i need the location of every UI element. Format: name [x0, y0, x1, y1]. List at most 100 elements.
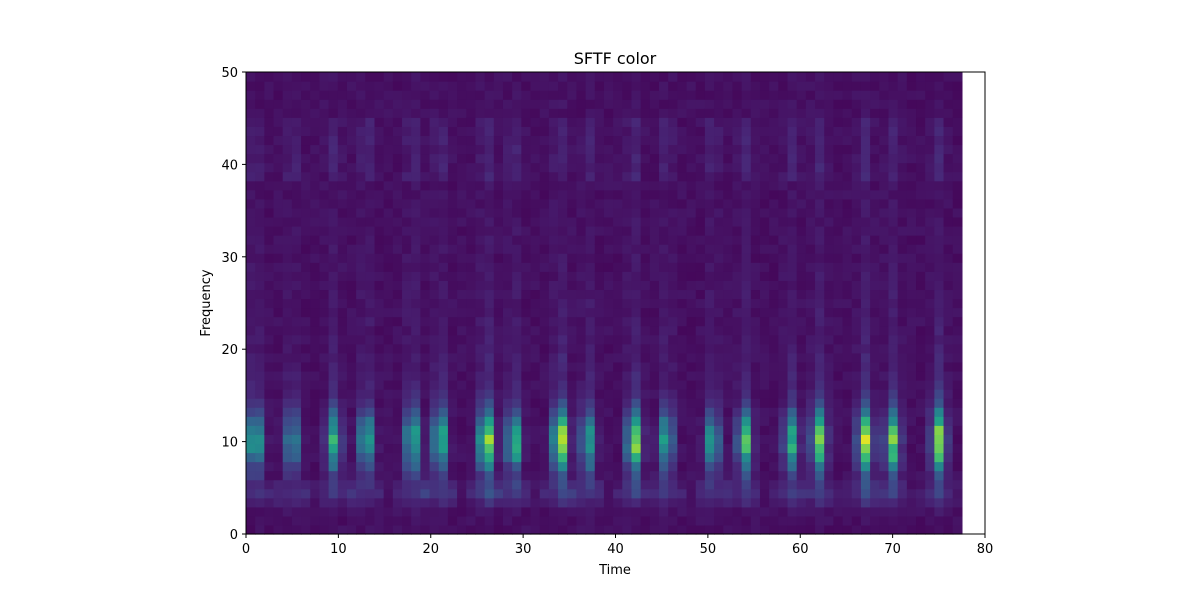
heatmap-cell — [778, 407, 789, 417]
heatmap-cell — [759, 81, 770, 91]
heatmap-cell — [475, 316, 486, 327]
heatmap-cell — [704, 452, 715, 463]
heatmap-cell — [943, 72, 954, 82]
heatmap-cell — [429, 325, 440, 336]
heatmap-cell — [659, 416, 669, 426]
heatmap-cell — [732, 262, 743, 272]
heatmap-cell — [631, 126, 642, 137]
heatmap-cell — [714, 380, 724, 390]
heatmap-cell — [714, 479, 724, 490]
heatmap-cell — [805, 262, 816, 272]
heatmap-cell — [558, 198, 568, 209]
heatmap-cell — [833, 488, 844, 499]
heatmap-cell — [723, 171, 734, 182]
heatmap-cell — [493, 352, 504, 363]
heatmap-cell — [402, 180, 412, 191]
heatmap-cell — [246, 72, 256, 82]
heatmap-cell — [457, 298, 467, 309]
heatmap-cell — [916, 99, 926, 109]
heatmap-cell — [778, 108, 789, 118]
heatmap-cell — [741, 90, 752, 100]
heatmap-cell — [402, 434, 412, 445]
heatmap-cell — [759, 153, 770, 164]
heatmap-cell — [732, 325, 743, 336]
heatmap-cell — [787, 343, 798, 354]
heatmap-cell — [392, 244, 403, 254]
heatmap-cell — [282, 126, 293, 137]
heatmap-cell — [576, 524, 587, 535]
heatmap-cell — [723, 443, 734, 454]
heatmap-cell — [337, 198, 348, 209]
heatmap-cell — [934, 171, 945, 182]
heatmap-cell — [310, 244, 321, 254]
heatmap-cell — [576, 72, 587, 82]
heatmap-cell — [842, 262, 853, 272]
heatmap-cell — [282, 352, 293, 363]
heatmap-cell — [631, 343, 642, 354]
heatmap-cell — [594, 171, 605, 182]
heatmap-cell — [411, 289, 421, 300]
heatmap-cell — [888, 289, 899, 300]
heatmap-cell — [356, 171, 366, 182]
heatmap-cell — [447, 416, 458, 426]
heatmap-cell — [860, 235, 871, 245]
heatmap-cell — [530, 198, 541, 209]
heatmap-cell — [640, 108, 651, 118]
heatmap-cell — [943, 198, 954, 209]
heatmap-cell — [383, 289, 394, 300]
heatmap-cell — [530, 216, 541, 227]
heatmap-cell — [668, 416, 678, 426]
heatmap-cell — [310, 497, 321, 508]
heatmap-cell — [512, 135, 522, 146]
heatmap-cell — [346, 189, 357, 200]
heatmap-cell — [255, 90, 265, 100]
heatmap-cell — [925, 280, 935, 291]
heatmap-cell — [879, 81, 890, 91]
heatmap-cell — [411, 398, 421, 408]
heatmap-cell — [659, 524, 669, 535]
heatmap-cell — [411, 325, 421, 336]
heatmap-cell — [356, 90, 366, 100]
heatmap-cell — [778, 488, 789, 499]
heatmap-cell — [943, 425, 954, 435]
heatmap-cell — [704, 380, 715, 390]
heatmap-cell — [686, 226, 697, 236]
heatmap-cell — [860, 407, 871, 417]
heatmap-cell — [383, 370, 394, 381]
heatmap-cell — [704, 389, 715, 399]
heatmap-cell — [594, 289, 605, 300]
heatmap-cell — [603, 515, 614, 526]
heatmap-cell — [383, 515, 394, 526]
heatmap-cell — [695, 72, 706, 82]
heatmap-cell — [943, 262, 954, 272]
heatmap-cell — [631, 244, 642, 254]
heatmap-cell — [622, 389, 633, 399]
heatmap-cell — [594, 370, 605, 381]
heatmap-cell — [695, 443, 706, 454]
heatmap-cell — [934, 461, 945, 472]
heatmap-cell — [539, 162, 550, 173]
heatmap-cell — [916, 361, 926, 372]
heatmap-cell — [631, 370, 642, 381]
heatmap-cell — [291, 135, 302, 146]
heatmap-cell — [704, 398, 715, 408]
heatmap-cell — [870, 524, 880, 535]
heatmap-cell — [934, 153, 945, 164]
heatmap-cell — [686, 153, 697, 164]
heatmap-cell — [337, 289, 348, 300]
heatmap-cell — [420, 416, 431, 426]
heatmap-cell — [787, 334, 798, 345]
heatmap-cell — [411, 434, 421, 445]
heatmap-cell — [457, 235, 467, 245]
heatmap-cell — [365, 180, 376, 191]
heatmap-cell — [640, 425, 651, 435]
heatmap-cell — [732, 470, 743, 481]
heatmap-cell — [695, 271, 706, 281]
heatmap-cell — [521, 198, 532, 209]
heatmap-cell — [943, 99, 954, 109]
heatmap-cell — [943, 244, 954, 254]
heatmap-cell — [310, 380, 321, 390]
heatmap-cell — [686, 81, 697, 91]
heatmap-cell — [677, 461, 688, 472]
heatmap-cell — [659, 461, 669, 472]
